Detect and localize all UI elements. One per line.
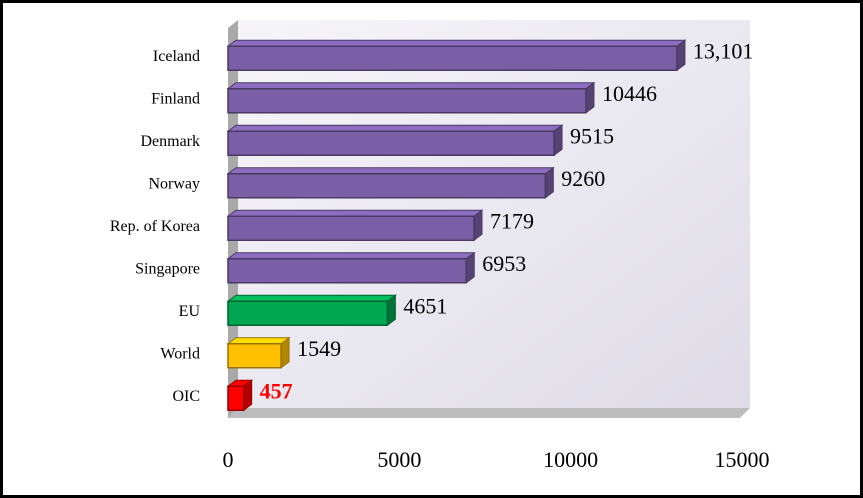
bar-side bbox=[676, 39, 686, 72]
y-tick-label: Iceland bbox=[153, 48, 200, 65]
value-label: 7179 bbox=[490, 208, 534, 233]
bar-front bbox=[227, 343, 282, 369]
y-tick-label: Norway bbox=[148, 175, 200, 192]
bar bbox=[226, 336, 291, 369]
y-tick-label: Finland bbox=[151, 90, 200, 107]
bar-top bbox=[226, 124, 564, 132]
bar-side bbox=[386, 294, 396, 327]
bar-side bbox=[553, 124, 563, 157]
bar-front bbox=[227, 300, 389, 326]
y-tick-label: Singapore bbox=[135, 260, 200, 277]
x-tick-label: 10000 bbox=[543, 447, 598, 472]
bar bbox=[226, 251, 476, 284]
value-label: 4651 bbox=[403, 293, 447, 318]
bar bbox=[226, 379, 254, 412]
bar-side bbox=[544, 166, 554, 199]
bar-side bbox=[243, 379, 253, 412]
y-tick-label: World bbox=[160, 345, 200, 362]
y-tick-label: Denmark bbox=[140, 133, 200, 150]
value-label: 9515 bbox=[570, 123, 614, 148]
x-tick-label: 0 bbox=[223, 447, 234, 472]
y-tick-label: EU bbox=[179, 303, 201, 320]
y-tick-label: Rep. of Korea bbox=[110, 218, 200, 235]
bar bbox=[226, 166, 555, 199]
bar bbox=[226, 294, 397, 327]
bar-front bbox=[227, 45, 678, 71]
bar-front bbox=[227, 215, 475, 241]
value-label: 10446 bbox=[602, 81, 657, 106]
bar bbox=[226, 39, 687, 72]
bar-top bbox=[226, 167, 555, 175]
value-label: 6953 bbox=[482, 251, 526, 276]
bar-top bbox=[226, 252, 476, 260]
floor bbox=[228, 408, 750, 418]
x-tick-label: 5000 bbox=[377, 447, 421, 472]
value-label: 457 bbox=[260, 378, 293, 403]
bar bbox=[226, 209, 484, 242]
bar-top bbox=[226, 39, 687, 47]
bar-front bbox=[227, 258, 468, 284]
bar-side bbox=[465, 251, 475, 284]
bar-front bbox=[227, 130, 555, 156]
x-tick-label: 15000 bbox=[715, 447, 770, 472]
bar-side bbox=[585, 81, 595, 114]
bar-top bbox=[226, 82, 596, 90]
bar bbox=[226, 124, 564, 157]
bar-side bbox=[280, 336, 290, 369]
value-label: 1549 bbox=[297, 336, 341, 361]
value-label: 13,101 bbox=[693, 38, 754, 63]
y-tick-label: OIC bbox=[172, 388, 200, 405]
bar-side bbox=[473, 209, 483, 242]
bar-top bbox=[226, 209, 484, 217]
value-label: 9260 bbox=[561, 166, 605, 191]
bar-top bbox=[226, 294, 397, 302]
bar-front bbox=[227, 88, 587, 114]
bar-front bbox=[227, 173, 547, 199]
bar-top bbox=[226, 337, 291, 345]
bar-front bbox=[227, 385, 245, 411]
bar bbox=[226, 81, 596, 114]
